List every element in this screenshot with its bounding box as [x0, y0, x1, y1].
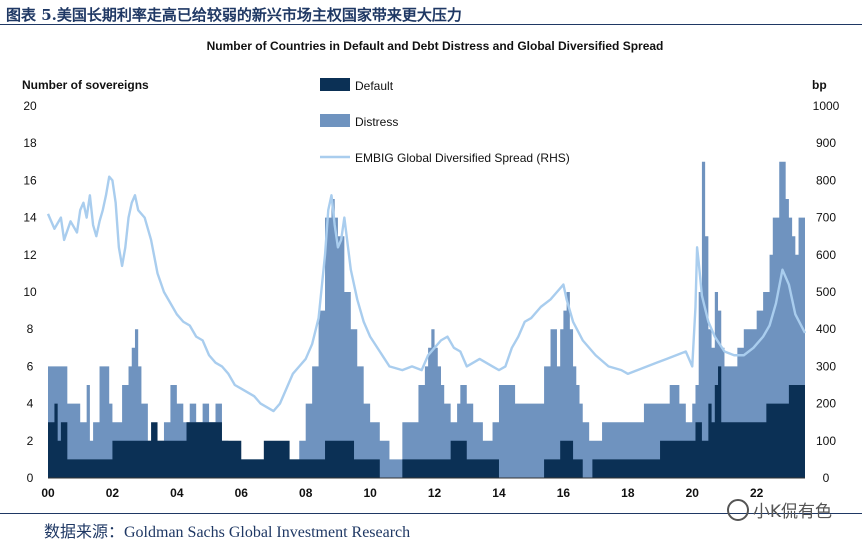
y2-tick-label: 600 [816, 248, 836, 262]
y2-tick-label: 500 [816, 285, 836, 299]
y2-axis-label: bp [812, 78, 827, 92]
figure-caption: 图表 5.美国长期利率走高已给较弱的新兴市场主权国家带来更大压力 [6, 6, 462, 24]
legend: Default Distress EMBIG Global Diversified … [320, 78, 570, 165]
source-divider [0, 513, 862, 514]
y-axis-label: Number of sovereigns [22, 78, 149, 92]
legend-label-1: Default [355, 79, 394, 93]
watermark: 小K侃有色 [726, 497, 832, 522]
watermark-text: 小K侃有色 [752, 502, 832, 522]
chart-title: Number of Countries in Default and Debt … [207, 39, 664, 53]
y2-tick-label: 100 [816, 434, 836, 448]
y-tick-label: 14 [23, 211, 37, 225]
chart: Number of Countries in Default and Debt … [22, 39, 840, 500]
x-tick-label: 20 [686, 486, 700, 500]
x-tick-label: 06 [235, 486, 249, 500]
y2-tick-label: 300 [816, 359, 836, 373]
x-tick-label: 22 [750, 486, 764, 500]
y2-tick-label: 0 [823, 471, 830, 485]
y2-tick-label: 900 [816, 136, 836, 150]
plot-area [46, 161, 807, 479]
y-tick-label: 16 [23, 173, 37, 187]
x-tick-label: 14 [492, 486, 506, 500]
axis-ticks: 0246810121416182001002003004005006007008… [23, 99, 839, 500]
y2-tick-label: 700 [816, 211, 836, 225]
wechat-icon [726, 499, 749, 521]
y2-tick-label: 400 [816, 322, 836, 336]
x-tick-label: 04 [170, 486, 184, 500]
default-area [48, 366, 805, 478]
y2-tick-label: 200 [816, 397, 836, 411]
spread-line [46, 175, 807, 413]
y-tick-label: 20 [23, 99, 37, 113]
legend-label-2: Distress [355, 115, 398, 129]
distress-area [48, 161, 805, 479]
caption-divider [0, 24, 862, 25]
y-tick-label: 10 [23, 285, 37, 299]
x-tick-label: 12 [428, 486, 442, 500]
y-tick-label: 12 [23, 248, 37, 262]
x-tick-label: 02 [106, 486, 120, 500]
x-tick-label: 16 [557, 486, 571, 500]
y-tick-label: 8 [27, 322, 34, 336]
x-tick-label: 10 [363, 486, 377, 500]
y2-tick-label: 800 [816, 173, 836, 187]
source-note: 数据来源：Goldman Sachs Global Investment Res… [44, 524, 411, 541]
y2-tick-label: 1000 [813, 99, 840, 113]
x-tick-label: 08 [299, 486, 313, 500]
y-tick-label: 0 [27, 471, 34, 485]
x-tick-label: 18 [621, 486, 635, 500]
y-tick-label: 2 [27, 434, 34, 448]
y-tick-label: 4 [27, 397, 34, 411]
legend-swatch-1 [320, 78, 350, 91]
legend-label-3: EMBIG Global Diversified Spread (RHS) [355, 151, 570, 165]
y-tick-label: 6 [27, 359, 34, 373]
legend-swatch-2 [320, 114, 350, 127]
y-tick-label: 18 [23, 136, 37, 150]
x-tick-label: 00 [41, 486, 55, 500]
